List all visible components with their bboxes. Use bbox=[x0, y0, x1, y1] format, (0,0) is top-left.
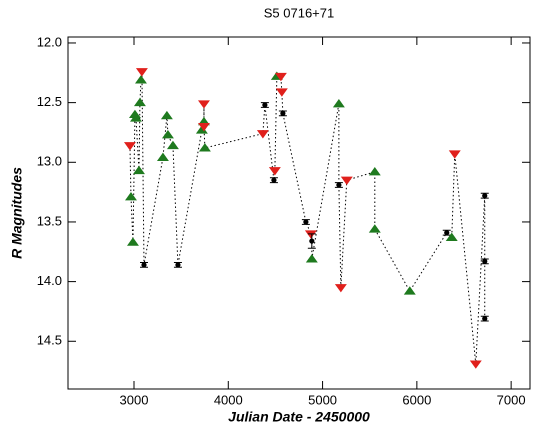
point bbox=[198, 143, 211, 152]
point bbox=[175, 262, 181, 268]
point bbox=[197, 122, 210, 132]
point bbox=[160, 110, 173, 120]
point bbox=[126, 237, 139, 246]
point bbox=[135, 68, 148, 77]
point bbox=[305, 254, 318, 263]
point bbox=[445, 232, 458, 241]
plot-frame bbox=[67, 36, 531, 390]
point bbox=[482, 316, 488, 322]
point bbox=[197, 100, 210, 109]
connecting-line bbox=[129, 71, 486, 364]
point bbox=[303, 219, 309, 225]
point bbox=[274, 72, 287, 82]
point bbox=[262, 102, 268, 108]
point bbox=[448, 150, 461, 159]
y-tick-label: 13.5 bbox=[37, 213, 62, 228]
point bbox=[334, 284, 347, 293]
point bbox=[469, 360, 482, 369]
point bbox=[125, 192, 137, 201]
point bbox=[280, 110, 286, 116]
x-tick-label: 4000 bbox=[214, 392, 243, 407]
y-tick-label: 12.5 bbox=[37, 94, 62, 109]
point bbox=[332, 98, 345, 108]
x-tick-label: 5000 bbox=[308, 392, 337, 407]
point bbox=[123, 142, 136, 151]
point bbox=[130, 113, 142, 122]
point bbox=[482, 193, 488, 199]
x-tick-label: 3000 bbox=[120, 392, 149, 407]
point bbox=[161, 129, 174, 139]
point bbox=[141, 262, 147, 268]
x-tick-label: 6000 bbox=[402, 392, 431, 407]
point bbox=[340, 176, 353, 186]
y-tick-label: 12.0 bbox=[37, 34, 62, 49]
y-tick-label: 13.0 bbox=[37, 154, 62, 169]
x-axis-label: Julian Date - 2450000 bbox=[228, 409, 370, 425]
point bbox=[166, 140, 179, 150]
point bbox=[309, 238, 315, 244]
point bbox=[133, 165, 145, 175]
y-axis-label: R Magnitudes bbox=[9, 167, 25, 259]
point bbox=[268, 167, 281, 176]
point bbox=[271, 177, 277, 183]
point bbox=[482, 258, 488, 264]
point bbox=[403, 286, 416, 295]
point bbox=[133, 97, 146, 107]
chart-title: S5 0716+71 bbox=[264, 5, 334, 20]
y-tick-label: 14.5 bbox=[37, 333, 62, 348]
point bbox=[135, 75, 147, 84]
point bbox=[444, 230, 450, 236]
point bbox=[368, 224, 381, 233]
point bbox=[368, 166, 381, 176]
point bbox=[336, 182, 342, 188]
x-tick-label: 7000 bbox=[497, 392, 526, 407]
point bbox=[256, 130, 269, 139]
point bbox=[275, 88, 288, 97]
y-tick-label: 14.0 bbox=[37, 273, 62, 288]
point bbox=[156, 152, 169, 162]
